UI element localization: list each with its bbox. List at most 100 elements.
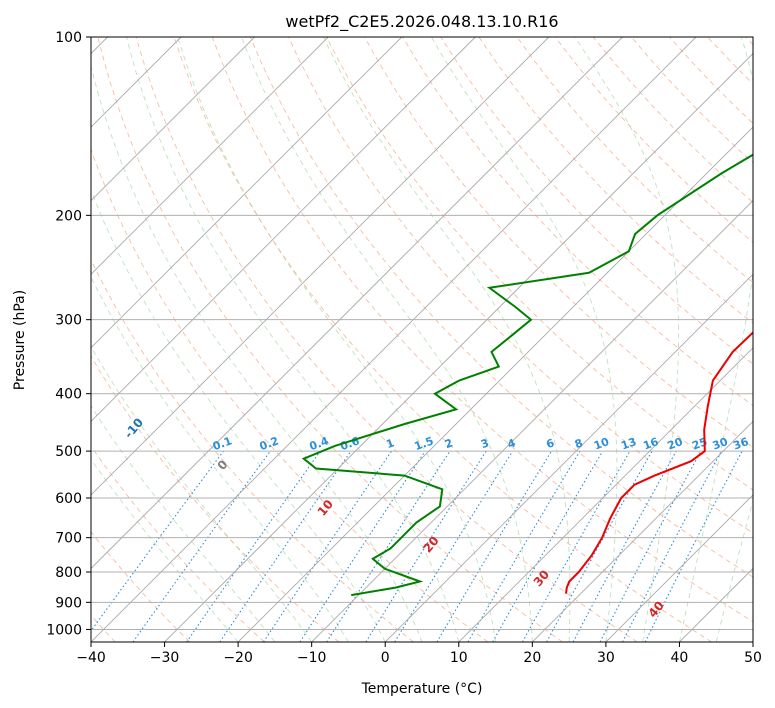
- x-tick-label: −20: [223, 650, 253, 666]
- mixing-ratio-line: [219, 450, 352, 642]
- moist-adiabat: [91, 64, 423, 642]
- isotherm-line: [164, 52, 753, 642]
- isotherm-line: [237, 126, 753, 642]
- mixing-ratio-line: [263, 450, 392, 642]
- isotherm-line: [384, 273, 753, 642]
- dry-adiabat: [402, 37, 753, 407]
- mixing-ratio-line: [299, 450, 426, 642]
- x-axis-label: Temperature (°C): [361, 681, 483, 697]
- dry-adiabat: [91, 445, 265, 642]
- dry-adiabat: [91, 355, 340, 642]
- dry-adiabat: [91, 148, 489, 642]
- dry-adiabat-label: 10: [315, 497, 336, 519]
- grid-lines: [91, 37, 753, 630]
- mixing-ratio-line: [644, 450, 743, 642]
- moist-adiabat: [431, 37, 618, 642]
- y-tick-label: 1000: [46, 622, 82, 638]
- isotherm-line: [91, 37, 403, 349]
- mixing-ratio-label: 1.5: [413, 434, 436, 453]
- x-tick-label: 30: [597, 650, 615, 666]
- isotherm-line: [752, 641, 753, 642]
- x-tick-label: −30: [150, 650, 180, 666]
- moist-adiabat: [91, 276, 349, 642]
- y-axis-label: Pressure (hPa): [12, 290, 28, 390]
- mixing-ratio-labels: 0.1 0.2 0.4 0.6 1 1.5 2 3 4 6 8 10 13 16 20 25 30 36: [211, 434, 751, 453]
- moist-adiabat: [91, 458, 239, 642]
- x-tick-label: 10: [450, 650, 468, 666]
- isotherm-line: [91, 37, 623, 570]
- skewed-isotherms: [91, 37, 753, 642]
- dry-adiabat-label: 30: [531, 567, 552, 589]
- dry-adiabat: [516, 37, 753, 284]
- moist-adiabat: [323, 37, 571, 642]
- mixing-ratio-line: [546, 450, 653, 642]
- dry-adiabat: [91, 258, 414, 642]
- dry-adiabat: [478, 37, 753, 324]
- isotherm-line: [91, 37, 255, 202]
- isotherm-line: [532, 420, 753, 642]
- mixing-ratio-line: [132, 450, 271, 642]
- moist-adiabats: [91, 37, 753, 642]
- y-tick-label: 400: [55, 387, 82, 403]
- dry-adiabat: [97, 37, 563, 642]
- dry-adiabat-label: 40: [645, 599, 666, 621]
- dry-adiabat: [249, 37, 753, 578]
- mixing-ratio-line: [467, 450, 581, 642]
- isotherm-line: [458, 347, 753, 642]
- x-tick-label: 20: [523, 650, 541, 666]
- mixing-ratio-label: 13: [619, 435, 638, 452]
- moist-adiabat: [678, 37, 753, 642]
- x-tick-label: −10: [297, 650, 327, 666]
- mixing-ratio-label: 25: [690, 435, 709, 452]
- mixing-ratio-label: 0.1: [211, 434, 234, 453]
- mixing-ratio-label: 1: [385, 436, 397, 451]
- mixing-ratio-line: [394, 450, 514, 642]
- x-tick-label: −40: [76, 650, 106, 666]
- temperature-line: [565, 331, 753, 594]
- mixing-ratio-line: [436, 450, 552, 642]
- dewpoint-line: [301, 153, 753, 597]
- dry-adiabat: [554, 37, 753, 244]
- isotherm-line: [91, 37, 329, 275]
- chart-title: wetPf2_C2E5.2026.048.13.10.R16: [285, 12, 558, 32]
- mixing-ratio-label: 36: [731, 435, 750, 453]
- isotherm-line: [91, 37, 476, 422]
- x-tick-label: 0: [381, 650, 390, 666]
- dry-adiabat-label: -10: [121, 415, 146, 441]
- mixing-ratio-label: 8: [573, 436, 585, 451]
- y-axis-ticks: 100 200 300 400 500 600 700 800 900 1000: [46, 30, 91, 638]
- mixing-ratio-label: 0.2: [258, 434, 281, 453]
- mixing-ratio-line: [186, 450, 321, 642]
- y-tick-label: 600: [55, 491, 82, 507]
- isotherm-line: [679, 567, 753, 642]
- plot-frame: [90, 36, 754, 643]
- moist-adiabat: [574, 37, 680, 642]
- moist-adiabat: [241, 37, 533, 642]
- x-axis-ticks: −40 −30 −20 −10 0 10 20 30 40 50: [76, 642, 762, 666]
- dry-adiabat: [669, 37, 753, 125]
- isotherm-line: [605, 494, 753, 642]
- dry-adiabat: [440, 37, 753, 365]
- dry-adiabat: [745, 37, 753, 46]
- y-tick-label: 700: [55, 531, 82, 547]
- y-tick-label: 900: [55, 595, 82, 611]
- moist-adiabat: [91, 189, 386, 642]
- dry-adiabat: [91, 531, 191, 642]
- y-tick-label: 800: [55, 565, 82, 581]
- isotherm-line: [91, 37, 697, 642]
- isotherm-line: [91, 37, 550, 496]
- y-tick-label: 100: [55, 30, 82, 46]
- dry-adiabat: [592, 37, 753, 204]
- moist-adiabat: [126, 37, 460, 642]
- mixing-ratio-line: [572, 450, 677, 642]
- isotherm-line: [311, 200, 753, 642]
- mixing-ratio-line: [522, 450, 631, 642]
- moist-adiabat: [177, 37, 497, 642]
- moist-adiabat: [752, 640, 753, 642]
- dry-adiabat-label: 20: [420, 534, 441, 556]
- y-tick-label: 500: [55, 444, 82, 460]
- mixing-ratio-label: 20: [666, 435, 685, 453]
- mixing-ratio-lines: [91, 450, 743, 642]
- mixing-ratio-label: 10: [592, 435, 611, 453]
